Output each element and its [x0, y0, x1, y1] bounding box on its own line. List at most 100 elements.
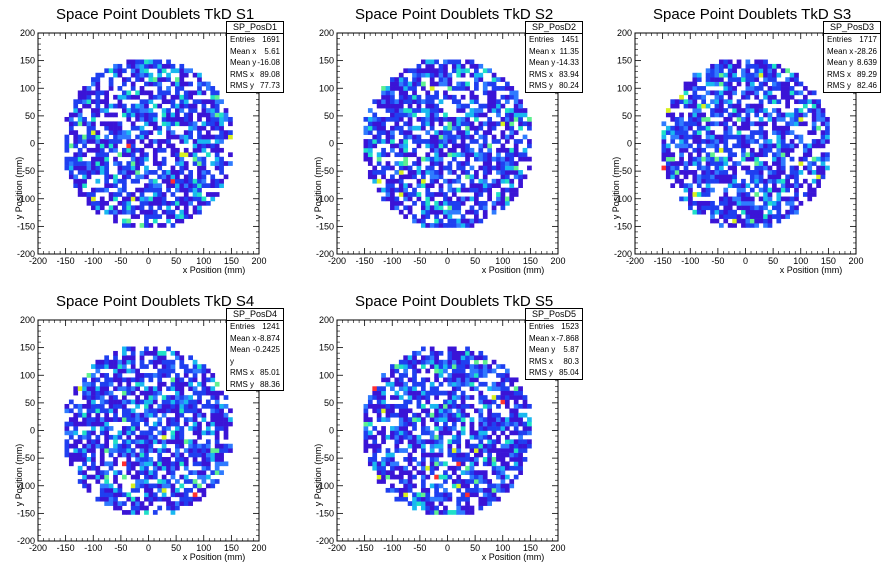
histogram-bin	[456, 355, 462, 361]
histogram-bin	[183, 152, 189, 158]
histogram-bin	[443, 417, 448, 422]
histogram-bin	[478, 355, 484, 361]
histogram-bin	[416, 125, 422, 131]
histogram-bin	[429, 68, 435, 74]
histogram-bin	[214, 125, 220, 131]
histogram-bin	[451, 139, 457, 144]
histogram-pad-4: Space Point Doublets TkD S4 -200 -150 -100-…	[0, 287, 296, 574]
histogram-bin	[527, 156, 532, 162]
histogram-bin	[434, 355, 439, 361]
histogram-bin	[469, 377, 475, 383]
histogram-bin	[763, 68, 768, 74]
histogram-bin	[135, 161, 140, 166]
histogram-bin	[500, 443, 506, 449]
histogram-bin	[214, 465, 220, 471]
histogram-bin	[447, 373, 453, 378]
histogram-bin	[130, 390, 136, 396]
histogram-bin	[363, 421, 369, 427]
histogram-bin	[188, 108, 193, 113]
stats-row: RMS x 89.29	[824, 69, 880, 81]
histogram-bin	[201, 103, 207, 109]
histogram-bin	[166, 116, 171, 122]
histogram-bin	[763, 187, 768, 193]
histogram-bin	[758, 134, 764, 140]
histogram-bin	[789, 174, 795, 180]
histogram-bin	[104, 125, 110, 131]
histogram-bin	[381, 377, 386, 383]
histogram-bin	[705, 72, 711, 78]
histogram-bin	[785, 112, 790, 118]
histogram-bin	[205, 112, 211, 118]
histogram-bin	[381, 130, 386, 135]
histogram-bin	[117, 121, 123, 127]
histogram-bin	[794, 81, 799, 87]
histogram-bin	[95, 443, 101, 449]
histogram-bin	[496, 192, 501, 197]
histogram-bin	[121, 412, 127, 418]
histogram-bin	[412, 505, 417, 511]
histogram-bin	[161, 350, 167, 356]
histogram-bin	[403, 192, 409, 197]
histogram-bin	[741, 134, 746, 140]
histogram-bin	[91, 147, 96, 153]
histogram-bin	[144, 130, 149, 135]
histogram-bin	[95, 103, 101, 109]
stats-label: Mean x	[230, 46, 257, 56]
histogram-bin	[228, 448, 233, 453]
histogram-bin	[86, 403, 92, 409]
histogram-bin	[205, 426, 211, 431]
histogram-bin	[188, 443, 193, 449]
histogram-bin	[170, 103, 176, 109]
x-tick-label: 0	[146, 256, 151, 266]
histogram-bin	[113, 94, 118, 100]
histogram-bin	[434, 390, 439, 396]
histogram-bin	[376, 99, 382, 105]
histogram-bin	[420, 377, 426, 383]
histogram-bin	[416, 417, 422, 422]
histogram-bin	[429, 156, 435, 162]
histogram-bin	[99, 470, 105, 475]
histogram-bin	[456, 99, 462, 105]
histogram-bin	[197, 496, 202, 502]
histogram-bin	[117, 452, 123, 458]
histogram-bin	[420, 457, 426, 462]
histogram-bin	[166, 465, 171, 471]
histogram-bin	[482, 426, 488, 431]
histogram-bin	[447, 161, 453, 166]
histogram-bin	[148, 496, 154, 502]
histogram-bin	[86, 421, 92, 427]
histogram-bin	[674, 165, 680, 171]
histogram-bin	[460, 492, 466, 498]
histogram-bin	[113, 134, 118, 140]
histogram-bin	[113, 214, 118, 219]
histogram-bin	[732, 214, 737, 219]
histogram-bin	[443, 421, 448, 427]
histogram-bin	[390, 90, 395, 96]
histogram-bin	[126, 346, 132, 352]
histogram-bin	[179, 483, 185, 489]
histogram-bin	[144, 417, 149, 422]
histogram-bin	[188, 130, 193, 135]
histogram-bin	[522, 421, 528, 427]
histogram-bin	[816, 112, 821, 118]
histogram-bin	[460, 368, 466, 374]
histogram-bin	[460, 359, 466, 365]
histogram-bin	[513, 408, 519, 414]
histogram-bin	[139, 452, 145, 458]
histogram-bin	[376, 461, 382, 467]
histogram-bin	[429, 77, 435, 82]
histogram-bin	[372, 143, 378, 149]
histogram-bin	[179, 77, 185, 82]
histogram-bin	[126, 452, 132, 458]
histogram-bin	[179, 434, 185, 440]
stats-row: Mean y -16.08	[227, 57, 283, 69]
histogram-bin	[121, 403, 127, 409]
histogram-bin	[487, 368, 492, 374]
histogram-bin	[192, 108, 198, 113]
histogram-bin	[183, 439, 189, 445]
histogram-bin	[736, 196, 742, 202]
axis-ticks: -200 -150 -100 -50 0 50 100 150 200-200-150-100-…	[17, 315, 267, 553]
histogram-bin	[86, 139, 92, 144]
histogram-bin	[518, 116, 523, 122]
histogram-bin	[478, 399, 484, 405]
